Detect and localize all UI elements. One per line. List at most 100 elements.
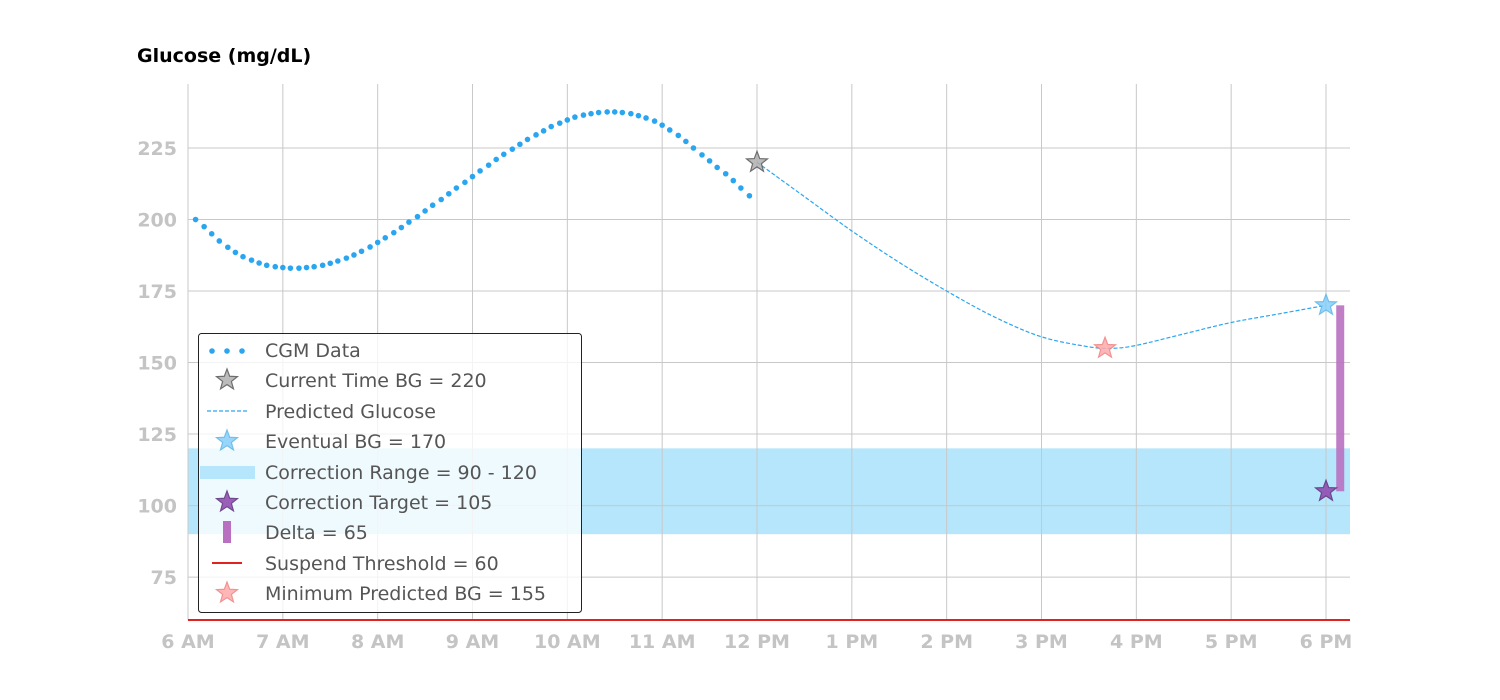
chart-title: Glucose (mg/dL): [137, 45, 311, 67]
delta-bar: [1336, 305, 1345, 492]
cgm-point: [319, 262, 326, 269]
legend-cgm-label: CGM Data: [265, 340, 361, 362]
cgm-point: [722, 170, 729, 177]
x-tick-label: 3 PM: [1015, 631, 1068, 653]
cgm-point: [272, 263, 279, 270]
cgm-point: [500, 151, 507, 158]
legend-min-star: [214, 580, 240, 604]
x-tick-label: 7 AM: [256, 631, 309, 653]
legend-delta-label: Delta = 65: [265, 522, 368, 544]
cgm-point: [438, 196, 445, 203]
predicted-glucose-line: [756, 161, 1327, 349]
y-tick-label: 125: [137, 424, 177, 446]
cgm-point: [453, 185, 460, 191]
y-tick-label: 175: [137, 281, 177, 303]
cgm-point: [643, 115, 649, 121]
cgm-point: [248, 257, 255, 263]
cgm-point: [390, 229, 397, 236]
cgm-point: [509, 146, 516, 152]
cgm-point: [517, 141, 523, 148]
x-tick-label: 10 AM: [534, 631, 601, 653]
x-tick-label: 6 PM: [1300, 631, 1353, 653]
cgm-point: [619, 109, 626, 116]
cgm-point: [382, 235, 389, 241]
y-tick-label: 150: [137, 353, 177, 375]
y-tick-label: 100: [137, 496, 177, 518]
x-tick-label: 8 AM: [351, 631, 404, 653]
cgm-point: [556, 120, 563, 126]
legend-cgm-marker: [239, 348, 245, 354]
y-axis-ticks: 75 100 125 150 175 200 225: [137, 138, 177, 589]
cgm-point: [208, 231, 215, 237]
cgm-point: [216, 238, 223, 244]
cgm-point: [240, 253, 246, 260]
y-tick-label: 225: [137, 138, 177, 160]
series: [188, 109, 1350, 621]
cgm-point: [287, 265, 294, 271]
legend-delta-bar: [223, 521, 231, 543]
cgm-point: [730, 177, 737, 184]
cgm-point: [588, 110, 594, 117]
cgm-point: [548, 123, 555, 130]
legend-cgm-marker: [209, 348, 215, 354]
cgm-point: [398, 224, 405, 231]
cgm-point: [540, 128, 547, 134]
cgm-point: [533, 132, 539, 138]
legend-current-star: [214, 367, 240, 391]
cgm-point: [445, 190, 452, 197]
legend-target-star: [214, 489, 240, 513]
x-tick-label: 5 PM: [1205, 631, 1258, 653]
cgm-point: [280, 264, 286, 271]
cgm-point: [335, 258, 341, 264]
legend: CGM Data Current Time BG = 220 Predicted G…: [198, 333, 582, 613]
x-tick-label: 1 PM: [825, 631, 878, 653]
legend-range-label: Correction Range = 90 - 120: [265, 462, 537, 484]
cgm-point: [635, 112, 642, 119]
cgm-point: [659, 122, 665, 128]
cgm-point: [595, 109, 602, 116]
cgm-point: [374, 239, 381, 246]
cgm-point: [628, 110, 634, 117]
cgm-point: [564, 117, 571, 123]
legend-min-label: Minimum Predicted BG = 155: [265, 583, 546, 605]
legend-target-label: Correction Target = 105: [265, 492, 492, 514]
legend-predicted-label: Predicted Glucose: [265, 401, 436, 423]
cgm-point: [469, 173, 476, 180]
cgm-point: [225, 244, 231, 251]
min-predicted-bg-star: [1092, 335, 1118, 359]
cgm-point: [699, 152, 705, 158]
cgm-point: [406, 219, 412, 225]
legend-suspend-label: Suspend Threshold = 60: [265, 553, 499, 575]
y-tick-label: 200: [137, 210, 177, 232]
x-axis-ticks: 6 AM 7 AM 8 AM 9 AM 10 AM 11 AM 12 PM 1 PM 2 PM 3…: [161, 631, 1352, 653]
cgm-point: [351, 252, 357, 258]
cgm-point: [651, 118, 658, 124]
cgm-point: [493, 156, 500, 163]
x-tick-label: 6 AM: [161, 631, 214, 653]
cgm-point: [477, 168, 483, 174]
cgm-point: [327, 260, 334, 267]
legend-range-patch: [200, 466, 255, 479]
cgm-point: [666, 127, 673, 133]
cgm-point: [746, 192, 753, 199]
cgm-point: [232, 249, 239, 256]
x-tick-label: 11 AM: [629, 631, 696, 653]
legend-eventual-label: Eventual BG = 170: [265, 431, 446, 453]
eventual-bg-star: [1313, 292, 1339, 316]
legend-box: [198, 333, 582, 613]
cgm-point: [706, 158, 713, 164]
cgm-point: [256, 260, 262, 266]
x-tick-label: 2 PM: [920, 631, 973, 653]
cgm-point: [714, 164, 720, 171]
cgm-point: [580, 112, 587, 118]
cgm-point: [572, 114, 578, 120]
cgm-point: [462, 179, 468, 186]
cgm-point: [263, 262, 270, 269]
cgm-point: [367, 244, 373, 250]
cgm-point: [303, 264, 310, 271]
x-tick-label: 12 PM: [724, 631, 790, 653]
legend-eventual-star: [214, 428, 240, 452]
cgm-point: [422, 208, 428, 214]
cgm-point: [690, 145, 697, 151]
